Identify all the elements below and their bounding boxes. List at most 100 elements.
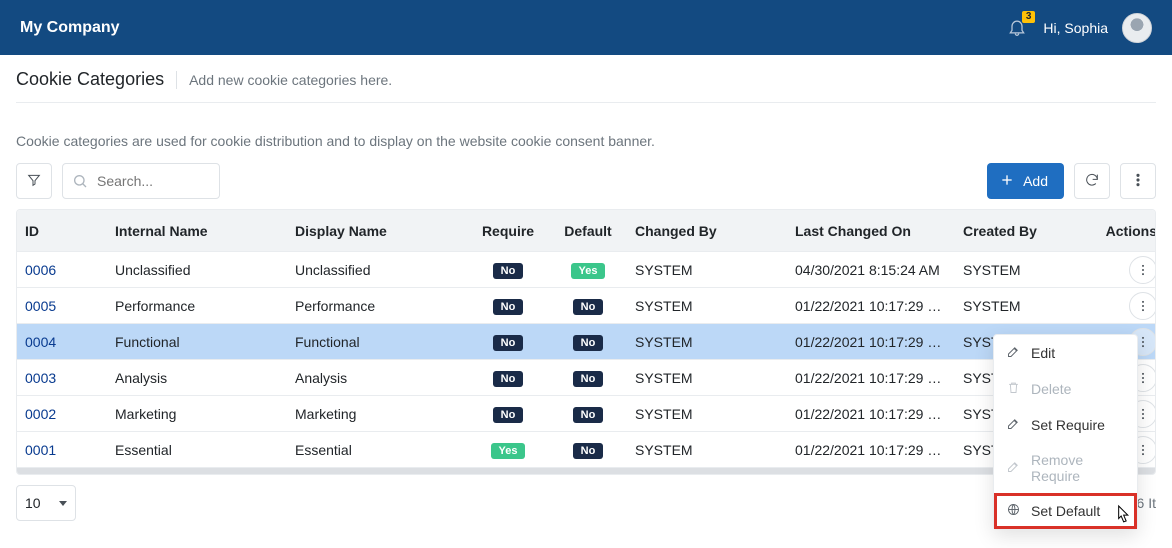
cell-changed-by: SYSTEM <box>627 370 787 386</box>
edit-icon <box>1006 344 1021 362</box>
table-header: ID Internal Name Display Name Require De… <box>17 210 1155 252</box>
table-row[interactable]: 0001EssentialEssentialYesNoSYSTEM01/22/2… <box>17 432 1155 468</box>
cell-display-name: Essential <box>287 442 467 458</box>
avatar[interactable] <box>1122 13 1152 43</box>
bell-icon <box>1007 24 1027 41</box>
cell-internal-name: Functional <box>107 334 287 350</box>
col-actions: Actions <box>1095 223 1156 239</box>
table-row[interactable]: 0002MarketingMarketingNoNoSYSTEM01/22/20… <box>17 396 1155 432</box>
cell-display-name: Marketing <box>287 406 467 422</box>
cell-last-changed: 04/30/2021 8:15:24 AM <box>787 262 955 278</box>
page-size-select[interactable]: 10 <box>16 485 76 521</box>
cell-display-name: Functional <box>287 334 467 350</box>
topbar-right: 3 Hi, Sophia <box>1007 13 1152 43</box>
cell-default: Yes <box>549 261 627 279</box>
cell-default: No <box>549 333 627 351</box>
cell-default: No <box>549 441 627 459</box>
edit-icon <box>1006 416 1021 434</box>
cell-require: No <box>467 333 549 351</box>
filter-icon <box>26 172 42 191</box>
page-header: Cookie Categories Add new cookie categor… <box>0 55 1172 119</box>
company-name: My Company <box>20 19 120 37</box>
page-description: Cookie categories are used for cookie di… <box>16 133 1156 149</box>
toolbar: Add <box>16 163 1156 199</box>
page-size-value: 10 <box>25 495 41 511</box>
cell-actions <box>1095 292 1156 320</box>
table-row[interactable]: 0004FunctionalFunctionalNoNoSYSTEM01/22/… <box>17 324 1155 360</box>
cell-display-name: Performance <box>287 298 467 314</box>
page-title: Cookie Categories <box>16 69 164 90</box>
header-divider <box>176 71 177 89</box>
id-link[interactable]: 0005 <box>17 298 107 314</box>
topbar: My Company 3 Hi, Sophia <box>0 0 1172 55</box>
trash-icon <box>1006 380 1021 398</box>
cell-changed-by: SYSTEM <box>627 298 787 314</box>
cell-last-changed: 01/22/2021 10:17:29 PM <box>787 298 955 314</box>
cell-default: No <box>549 297 627 315</box>
menu-remove-require-label: Remove Require <box>1031 452 1125 484</box>
row-actions-button[interactable] <box>1129 292 1156 320</box>
cell-last-changed: 01/22/2021 10:17:29 PM <box>787 406 955 422</box>
menu-edit[interactable]: Edit <box>994 335 1137 371</box>
col-created-by: Created By <box>955 223 1095 239</box>
more-vertical-icon <box>1130 172 1146 191</box>
notifications-button[interactable]: 3 <box>1007 17 1029 39</box>
table-row[interactable]: 0003AnalysisAnalysisNoNoSYSTEM01/22/2021… <box>17 360 1155 396</box>
greeting-text: Hi, Sophia <box>1043 20 1108 36</box>
notification-badge: 3 <box>1022 11 1036 23</box>
edit-icon <box>1006 459 1021 477</box>
col-internal-name: Internal Name <box>107 223 287 239</box>
search-wrap <box>62 163 220 199</box>
search-icon <box>72 173 88 189</box>
col-display-name: Display Name <box>287 223 467 239</box>
add-button-label: Add <box>1023 173 1048 189</box>
globe-icon <box>1006 502 1021 520</box>
pager: 10 (6 It <box>16 485 1156 521</box>
id-link[interactable]: 0004 <box>17 334 107 350</box>
col-id: ID <box>17 223 107 239</box>
menu-remove-require: Remove Require <box>994 443 1137 493</box>
menu-delete-label: Delete <box>1031 381 1071 397</box>
more-button[interactable] <box>1120 163 1156 199</box>
cell-display-name: Analysis <box>287 370 467 386</box>
menu-set-require-label: Set Require <box>1031 417 1105 433</box>
cell-default: No <box>549 369 627 387</box>
add-button[interactable]: Add <box>987 163 1064 199</box>
cell-require: No <box>467 297 549 315</box>
col-require: Require <box>467 223 549 239</box>
cell-internal-name: Analysis <box>107 370 287 386</box>
id-link[interactable]: 0002 <box>17 406 107 422</box>
cell-last-changed: 01/22/2021 10:17:29 PM <box>787 442 955 458</box>
cell-created-by: SYSTEM <box>955 298 1095 314</box>
id-link[interactable]: 0003 <box>17 370 107 386</box>
row-actions-menu: Edit Delete Set Require Remove Require S… <box>993 334 1138 530</box>
cell-display-name: Unclassified <box>287 262 467 278</box>
caret-down-icon <box>59 501 67 506</box>
cell-internal-name: Marketing <box>107 406 287 422</box>
cell-require: No <box>467 261 549 279</box>
menu-set-default[interactable]: Set Default <box>994 493 1137 529</box>
table-scrollbar[interactable] <box>17 468 1155 474</box>
cell-require: Yes <box>467 441 549 459</box>
col-default: Default <box>549 223 627 239</box>
cell-last-changed: 01/22/2021 10:17:29 PM <box>787 334 955 350</box>
menu-edit-label: Edit <box>1031 345 1055 361</box>
plus-icon <box>999 172 1015 191</box>
menu-delete: Delete <box>994 371 1137 407</box>
cell-actions <box>1095 256 1156 284</box>
table-row[interactable]: 0006UnclassifiedUnclassifiedNoYesSYSTEM0… <box>17 252 1155 288</box>
cell-require: No <box>467 369 549 387</box>
id-link[interactable]: 0001 <box>17 442 107 458</box>
row-actions-button[interactable] <box>1129 256 1156 284</box>
cell-changed-by: SYSTEM <box>627 406 787 422</box>
menu-set-require[interactable]: Set Require <box>994 407 1137 443</box>
col-changed-by: Changed By <box>627 223 787 239</box>
refresh-button[interactable] <box>1074 163 1110 199</box>
filter-button[interactable] <box>16 163 52 199</box>
cell-last-changed: 01/22/2021 10:17:29 PM <box>787 370 955 386</box>
menu-set-default-label: Set Default <box>1031 503 1100 519</box>
id-link[interactable]: 0006 <box>17 262 107 278</box>
cell-internal-name: Unclassified <box>107 262 287 278</box>
cell-changed-by: SYSTEM <box>627 442 787 458</box>
table-row[interactable]: 0005PerformancePerformanceNoNoSYSTEM01/2… <box>17 288 1155 324</box>
